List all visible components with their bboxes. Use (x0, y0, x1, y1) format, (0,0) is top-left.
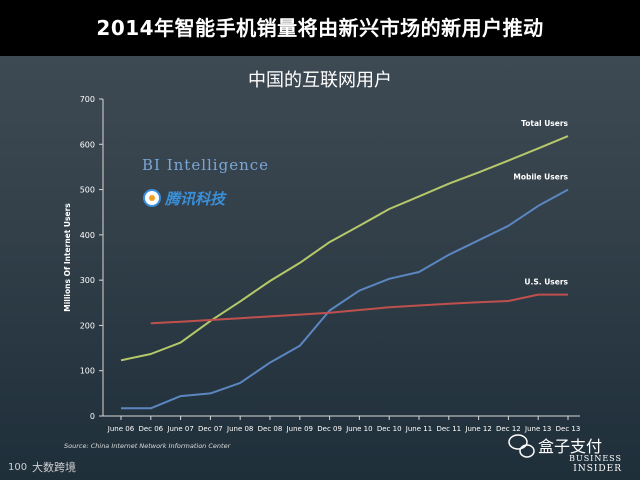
page-title: 2014年智能手机销量将由新兴市场的新用户推动 (96, 16, 544, 40)
x-tick-label: June 10 (345, 425, 372, 433)
x-tick-label: June 07 (166, 425, 193, 433)
source-note: Source: China Internet Network Informati… (64, 442, 232, 450)
chart-panel: 中国的互联网用户 0 100 200 300 400 500 600 700 Millions O… (0, 56, 640, 480)
wechat-icon-bubble (519, 444, 535, 458)
x-tick-label: June 06 (107, 425, 135, 433)
x-tick-label: Dec 11 (436, 425, 461, 433)
bigdata-mark: 100 (8, 462, 27, 473)
chart-title: 中国的互联网用户 (248, 70, 392, 91)
y-tick-label: 500 (80, 186, 95, 195)
title-bar: 2014年智能手机销量将由新兴市场的新用户推动 (0, 0, 640, 56)
x-tick-label: June 08 (226, 425, 253, 433)
bigdata-watermark: 大数跨境 (32, 460, 76, 474)
x-tick-label: June 12 (464, 425, 491, 433)
series-label: Mobile Users (513, 173, 568, 182)
x-tick-label: June 11 (405, 425, 432, 433)
tencent-logo: 腾讯科技 (143, 189, 227, 208)
x-tick-label: June 09 (286, 425, 313, 433)
y-tick-label: 0 (90, 412, 95, 421)
x-tick-label: Dec 13 (556, 425, 581, 433)
bi-intelligence-watermark: BI Intelligence (142, 156, 269, 174)
y-tick-label: 700 (80, 95, 95, 104)
wechat-account-name: 盒子支付 (538, 437, 602, 456)
wechat-watermark: 盒子支付 (508, 434, 602, 458)
x-tick-label: Dec 07 (198, 425, 223, 433)
business-insider-top: BUSINESS (569, 454, 622, 463)
y-tick-label: 300 (80, 276, 95, 285)
x-tick-label: Dec 12 (496, 425, 521, 433)
series-line-u-s-users (150, 293, 568, 325)
x-tick-label: June 13 (524, 425, 551, 433)
series-label: U.S. Users (524, 278, 568, 287)
series-line-mobile-users (121, 188, 569, 410)
series-label: Total Users (521, 119, 568, 128)
x-tick-label: Dec 09 (317, 425, 342, 433)
y-tick-label: 600 (80, 140, 95, 149)
x-tick-label: Dec 06 (138, 425, 163, 433)
tencent-logo-dot (149, 195, 155, 201)
y-tick-label: 200 (80, 321, 95, 330)
wechat-icon (508, 434, 528, 450)
y-tick-label: 400 (80, 231, 95, 240)
tencent-watermark: 腾讯科技 (164, 190, 227, 208)
line-chart: 中国的互联网用户 0 100 200 300 400 500 600 700 Millions O… (8, 70, 622, 474)
business-insider-bottom: INSIDER (573, 464, 622, 474)
y-tick-label: 100 (80, 367, 95, 376)
y-axis-label: Millions Of Internet Users (63, 203, 72, 312)
x-tick-label: Dec 10 (377, 425, 402, 433)
series-line-total-users (120, 135, 569, 362)
x-tick-label: Dec 08 (258, 425, 283, 433)
